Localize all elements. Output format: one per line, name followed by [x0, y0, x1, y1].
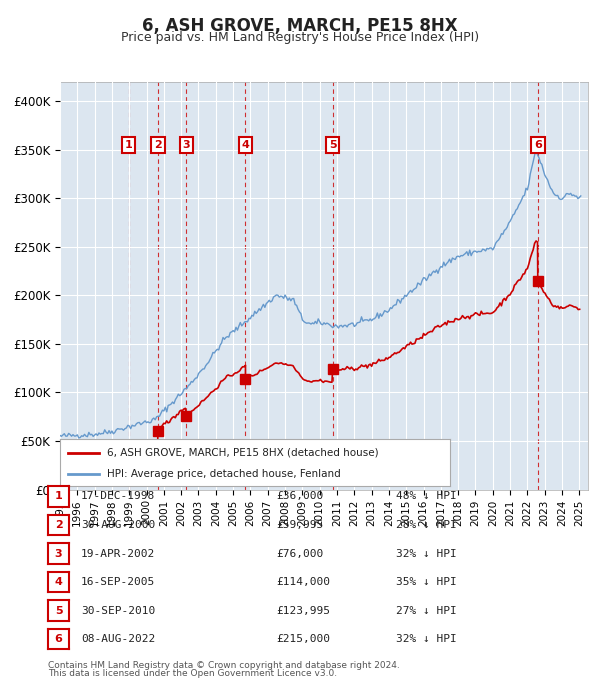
Text: 30-AUG-2000: 30-AUG-2000 — [81, 520, 155, 530]
Text: 6, ASH GROVE, MARCH, PE15 8HX (detached house): 6, ASH GROVE, MARCH, PE15 8HX (detached … — [107, 448, 379, 458]
Text: £76,000: £76,000 — [276, 549, 323, 558]
Text: 1: 1 — [55, 492, 62, 501]
Text: 6, ASH GROVE, MARCH, PE15 8HX: 6, ASH GROVE, MARCH, PE15 8HX — [142, 17, 458, 35]
Text: This data is licensed under the Open Government Licence v3.0.: This data is licensed under the Open Gov… — [48, 669, 337, 678]
Text: Contains HM Land Registry data © Crown copyright and database right 2024.: Contains HM Land Registry data © Crown c… — [48, 661, 400, 670]
Text: £114,000: £114,000 — [276, 577, 330, 587]
Text: 2: 2 — [55, 520, 62, 530]
Text: 19-APR-2002: 19-APR-2002 — [81, 549, 155, 558]
Text: 27% ↓ HPI: 27% ↓ HPI — [396, 606, 457, 615]
Text: 2: 2 — [154, 140, 162, 150]
Text: 30-SEP-2010: 30-SEP-2010 — [81, 606, 155, 615]
Text: £123,995: £123,995 — [276, 606, 330, 615]
Text: 08-AUG-2022: 08-AUG-2022 — [81, 634, 155, 644]
Text: 6: 6 — [55, 634, 62, 644]
Text: HPI: Average price, detached house, Fenland: HPI: Average price, detached house, Fenl… — [107, 469, 341, 479]
Text: 5: 5 — [55, 606, 62, 615]
Text: 16-SEP-2005: 16-SEP-2005 — [81, 577, 155, 587]
Text: 32% ↓ HPI: 32% ↓ HPI — [396, 634, 457, 644]
Text: 35% ↓ HPI: 35% ↓ HPI — [396, 577, 457, 587]
Text: 6: 6 — [534, 140, 542, 150]
Text: 4: 4 — [241, 140, 250, 150]
Text: 5: 5 — [329, 140, 337, 150]
Text: £36,000: £36,000 — [276, 492, 323, 501]
Text: £59,995: £59,995 — [276, 520, 323, 530]
Text: £215,000: £215,000 — [276, 634, 330, 644]
Text: Price paid vs. HM Land Registry's House Price Index (HPI): Price paid vs. HM Land Registry's House … — [121, 31, 479, 44]
Text: 48% ↓ HPI: 48% ↓ HPI — [396, 492, 457, 501]
Text: 17-DEC-1998: 17-DEC-1998 — [81, 492, 155, 501]
Text: 3: 3 — [182, 140, 190, 150]
Text: 1: 1 — [125, 140, 133, 150]
Text: 4: 4 — [55, 577, 62, 587]
Text: 32% ↓ HPI: 32% ↓ HPI — [396, 549, 457, 558]
Text: 3: 3 — [55, 549, 62, 558]
Text: 28% ↓ HPI: 28% ↓ HPI — [396, 520, 457, 530]
